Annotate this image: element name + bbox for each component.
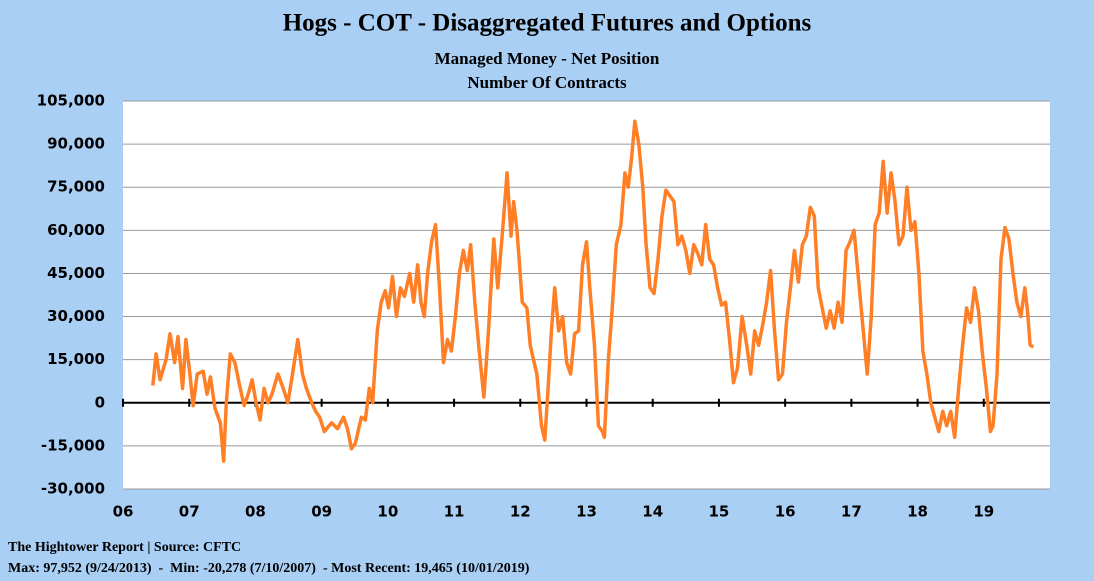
x-tick-label: 07 <box>179 503 200 521</box>
x-tick-label: 17 <box>841 503 862 521</box>
x-tick-label: 11 <box>444 503 465 521</box>
y-tick-label: -15,000 <box>41 436 105 454</box>
x-tick-label: 19 <box>973 503 994 521</box>
x-tick-label: 15 <box>708 503 729 521</box>
x-tick-label: 08 <box>245 503 266 521</box>
x-tick-label: 16 <box>775 503 796 521</box>
y-tick-label: 45,000 <box>47 264 105 282</box>
stats-note: Max: 97,952 (9/24/2013) - Min: -20,278 (… <box>8 561 530 576</box>
x-tick-label: 14 <box>642 503 663 521</box>
source-note: The Hightower Report | Source: CFTC <box>8 540 241 555</box>
y-tick-label: 15,000 <box>47 350 105 368</box>
y-axis-title: Number Of Contracts <box>467 73 627 92</box>
x-tick-label: 10 <box>377 503 398 521</box>
data-line <box>151 119 1035 463</box>
y-tick-label: -30,000 <box>41 480 105 498</box>
y-tick-label: 0 <box>95 393 105 411</box>
x-tick-label: 09 <box>311 503 332 521</box>
chart-subtitle: Managed Money - Net Position <box>435 49 660 68</box>
y-tick-label: 60,000 <box>47 221 105 239</box>
chart-title: Hogs - COT - Disaggregated Futures and O… <box>283 10 812 37</box>
x-tick-label: 06 <box>113 503 134 521</box>
x-tick-label: 18 <box>907 503 928 521</box>
x-tick-label: 12 <box>510 503 531 521</box>
x-tick-label: 13 <box>576 503 597 521</box>
plot-area <box>123 101 1050 489</box>
y-tick-label: 90,000 <box>47 135 105 153</box>
y-tick-label: 75,000 <box>47 178 105 196</box>
y-tick-label: 105,000 <box>37 92 105 110</box>
y-tick-label: 30,000 <box>47 307 105 325</box>
